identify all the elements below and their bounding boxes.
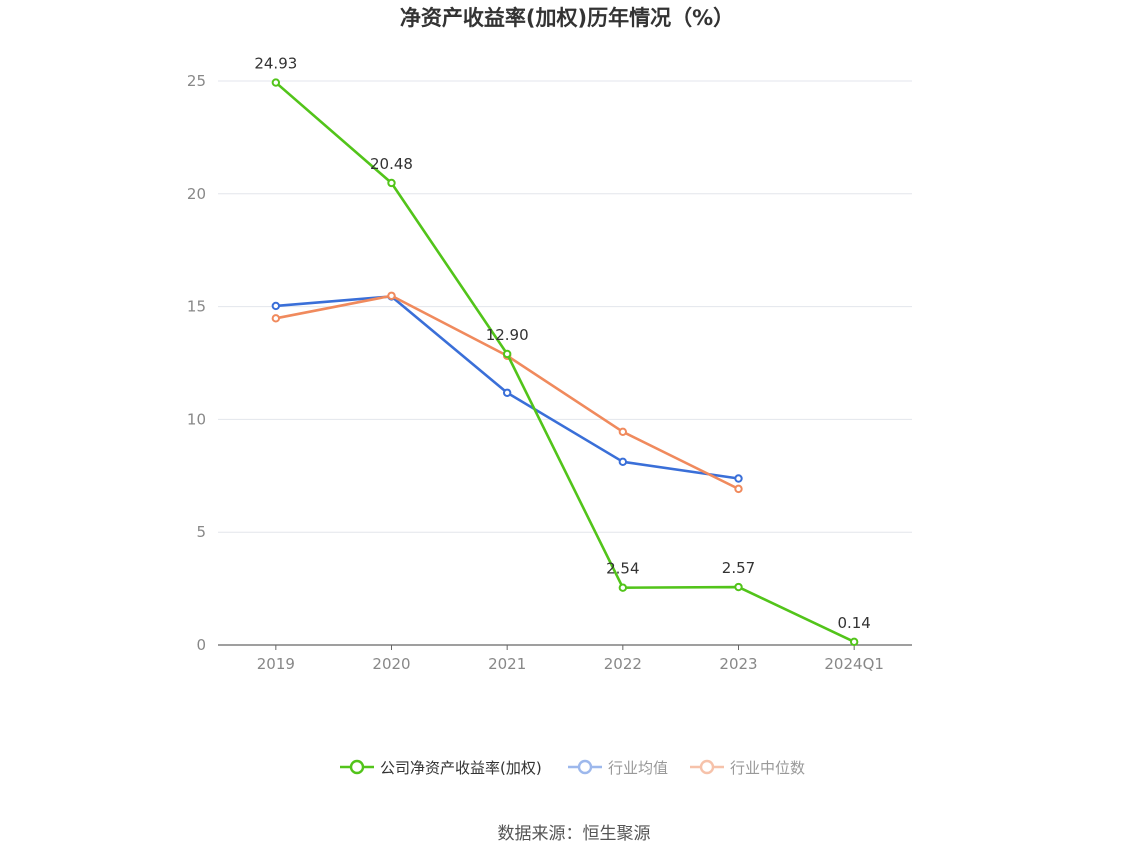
series-0 (271, 78, 859, 647)
legend-label: 公司净资产收益率(加权) (380, 759, 542, 777)
data-point[interactable] (734, 582, 743, 592)
data-point[interactable] (618, 457, 628, 467)
data-label: 0.14 (837, 614, 870, 632)
data-label: 2.57 (722, 559, 755, 577)
grid (218, 80, 912, 533)
x-tick-label: 2022 (604, 655, 642, 673)
data-point[interactable] (271, 78, 281, 87)
series-line (274, 81, 855, 644)
y-tick-label: 0 (196, 636, 206, 654)
data-label: 2.54 (606, 560, 639, 578)
data-point[interactable] (734, 484, 743, 494)
x-tick-label: 2024Q1 (824, 655, 884, 673)
legend[interactable]: 公司净资产收益率(加权) 行业均值 行业中位数 (340, 759, 805, 777)
legend-label: 行业中位数 (730, 759, 805, 777)
data-point[interactable] (387, 178, 396, 188)
series-line (275, 295, 739, 480)
series-1 (271, 292, 743, 483)
legend-item-2[interactable]: 行业中位数 (690, 759, 805, 777)
y-tick-label: 10 (187, 410, 206, 428)
series-layer: 24.93 20.48 12.90 2.54 2.57 0.14 (254, 55, 871, 647)
x-axis: 2019 2020 2021 2022 2023 2024Q1 (218, 644, 912, 673)
data-point[interactable] (502, 388, 512, 397)
x-tick-label: 2020 (372, 655, 410, 673)
chart-title: 净资产收益率(加权)历年情况（%） (400, 6, 734, 30)
y-axis: 0 5 10 15 20 25 (187, 72, 206, 654)
data-point[interactable] (271, 314, 281, 323)
data-labels: 24.93 20.48 12.90 2.54 2.57 0.14 (254, 55, 871, 632)
data-point[interactable] (734, 474, 743, 483)
data-point[interactable] (271, 301, 281, 311)
y-tick-label: 25 (187, 72, 206, 90)
data-label: 20.48 (370, 155, 413, 173)
legend-label: 行业均值 (608, 759, 668, 777)
x-tick-label: 2019 (257, 655, 295, 673)
data-label: 24.93 (254, 55, 297, 73)
y-tick-label: 15 (187, 298, 206, 316)
x-tick-label: 2021 (488, 655, 526, 673)
legend-item-0[interactable]: 公司净资产收益率(加权) (340, 759, 542, 777)
data-source: 数据来源：恒生聚源 (498, 824, 651, 844)
data-point[interactable] (502, 349, 512, 359)
y-tick-label: 5 (196, 523, 206, 541)
data-point[interactable] (849, 637, 859, 647)
data-point[interactable] (618, 427, 628, 437)
legend-item-1[interactable]: 行业均值 (568, 759, 668, 777)
data-point[interactable] (387, 291, 396, 300)
data-point[interactable] (618, 583, 628, 592)
data-label: 12.90 (486, 326, 529, 344)
y-tick-label: 20 (187, 185, 206, 203)
legend-marker (349, 759, 365, 775)
legend-marker (577, 759, 593, 775)
x-tick-label: 2023 (719, 655, 757, 673)
legend-marker (699, 759, 715, 775)
